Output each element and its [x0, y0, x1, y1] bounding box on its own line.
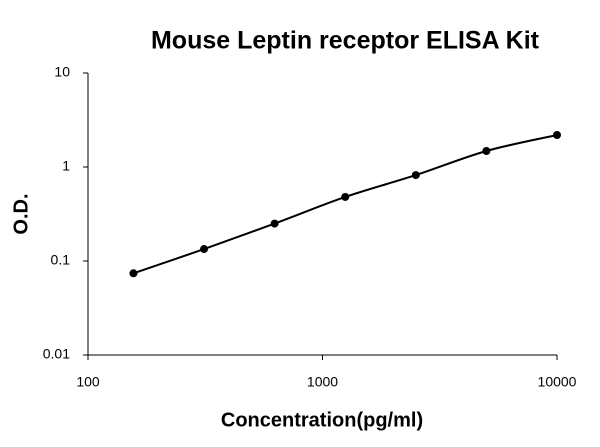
- data-point: [200, 245, 209, 254]
- x-axis-label: Concentration(pg/ml): [221, 409, 423, 431]
- x-tick-label: 1000: [307, 374, 338, 390]
- chart-title: Mouse Leptin receptor ELISA Kit: [151, 27, 540, 55]
- data-point: [411, 171, 420, 180]
- x-tick-label: 10000: [538, 374, 577, 390]
- y-tick-label: 10: [54, 64, 70, 80]
- x-tick-label: 100: [76, 374, 100, 390]
- y-tick-label: 0.01: [43, 346, 70, 362]
- y-tick-label: 1: [62, 158, 70, 174]
- data-point: [341, 192, 350, 201]
- y-tick-label: 0.1: [51, 252, 71, 268]
- data-point: [129, 269, 138, 278]
- data-point: [553, 130, 561, 139]
- fit-curve: [133, 134, 558, 275]
- y-axis-label: O.D.: [10, 193, 32, 234]
- data-point: [270, 219, 279, 228]
- data-point: [482, 146, 491, 155]
